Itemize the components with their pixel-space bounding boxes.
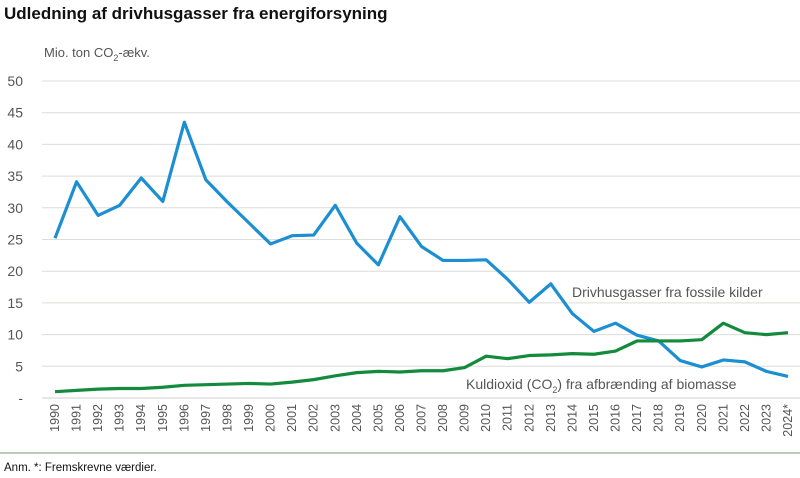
x-tick-label: 2021 — [716, 404, 730, 432]
x-tick-label: 1993 — [113, 404, 127, 432]
x-tick-label: 2006 — [393, 404, 407, 432]
y-tick-label: 45 — [7, 105, 23, 121]
x-tick-label: 2019 — [673, 404, 687, 432]
x-tick-label: 2014 — [565, 404, 579, 432]
y-tick-label: 30 — [7, 200, 23, 216]
x-tick-label: 2015 — [587, 404, 601, 432]
x-tick-label: 1992 — [91, 404, 105, 432]
x-tick-label: 2023 — [759, 404, 773, 432]
x-tick-label: 1990 — [48, 404, 62, 432]
x-tick-label: 2010 — [479, 404, 493, 432]
x-tick-label: 2003 — [328, 404, 342, 432]
y-axis-label: Mio. ton CO2-ækv. — [44, 45, 150, 63]
x-tick-label: 2005 — [371, 404, 385, 432]
y-tick-label: 40 — [7, 136, 23, 152]
y-tick-label: 10 — [7, 327, 23, 343]
x-tick-label: 2000 — [264, 404, 278, 432]
x-tick-label: 1991 — [70, 404, 84, 432]
chart-title: Udledning af drivhusgasser fra energifor… — [4, 4, 388, 23]
y-tick-label: - — [18, 390, 23, 406]
x-tick-label: 2004 — [350, 404, 364, 432]
x-tick-label: 1997 — [199, 404, 213, 432]
y-tick-label: 50 — [7, 73, 23, 89]
x-tick-label: 2011 — [501, 404, 515, 431]
x-tick-label: 2001 — [285, 404, 299, 432]
x-tick-label: 1995 — [156, 404, 170, 432]
x-tick-label: 2016 — [609, 404, 623, 432]
x-tick-label: 2017 — [630, 404, 644, 432]
y-tick-label: 20 — [7, 263, 23, 279]
x-tick-label: 1994 — [134, 404, 148, 432]
series-label-biomass: Kuldioxid (CO2) fra afbrænding af biomas… — [466, 376, 737, 395]
x-tick-label: 2020 — [695, 404, 709, 432]
footnote: Anm. *: Fremskrevne værdier. — [4, 462, 157, 474]
y-tick-label: 5 — [15, 358, 23, 374]
x-tick-label: 2013 — [544, 404, 558, 432]
x-tick-label: 1999 — [242, 404, 256, 432]
x-tick-label: 2018 — [652, 404, 666, 432]
x-tick-label: 2007 — [415, 404, 429, 432]
x-tick-label: 1996 — [177, 404, 191, 432]
x-tick-label: 2024* — [781, 404, 795, 437]
x-tick-label: 2012 — [522, 404, 536, 432]
y-tick-label: 25 — [7, 232, 23, 248]
series-label-fossil: Drivhusgasser fra fossile kilder — [572, 284, 763, 300]
series-line-fossil — [53, 120, 789, 379]
x-tick-label: 2022 — [738, 404, 752, 432]
y-tick-label: 35 — [7, 168, 23, 184]
x-tick-label: 2009 — [458, 404, 472, 432]
x-tick-label: 1998 — [220, 404, 234, 432]
x-tick-label: 2008 — [436, 404, 450, 432]
y-tick-label: 15 — [7, 295, 23, 311]
x-tick-label: 2002 — [307, 404, 321, 432]
